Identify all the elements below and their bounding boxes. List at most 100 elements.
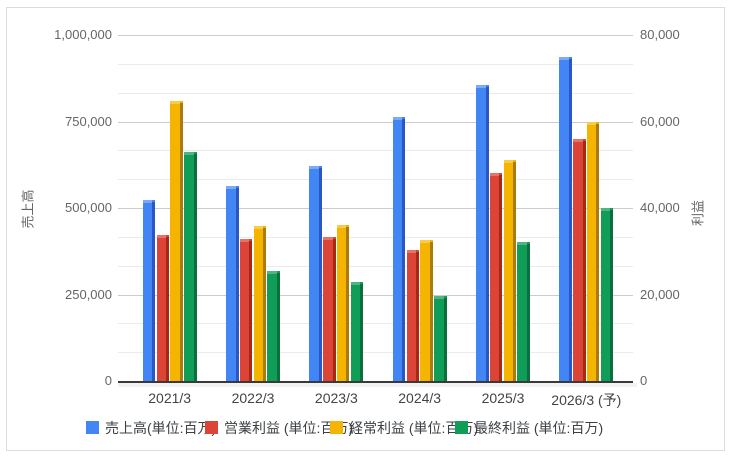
bar-top-highlight (253, 225, 264, 229)
bar-s3-g0[interactable] (184, 152, 197, 381)
bar-side-shade (193, 154, 197, 381)
bar-s2-g3[interactable] (420, 239, 433, 381)
left-axis-title: 売上高 (20, 189, 36, 229)
bar-s0-g2[interactable] (309, 165, 322, 381)
bar-s0-g5[interactable] (559, 57, 572, 381)
bar-side-shade (513, 162, 517, 381)
gridline-minor (118, 323, 633, 325)
bar-side-shade (235, 187, 239, 381)
x-axis-baseline (118, 380, 633, 383)
bar-s2-g0[interactable] (170, 100, 183, 381)
bar-top-highlight (226, 185, 236, 189)
bar-top-highlight (392, 117, 403, 121)
bar-top-highlight (586, 121, 597, 125)
bar-top-highlight (420, 239, 430, 243)
bar-s3-g3[interactable] (434, 296, 447, 381)
bar-side-shade (596, 123, 600, 381)
bar-side-shade (318, 167, 322, 381)
bar-top-highlight (600, 208, 611, 212)
right-axis-title: 利益 (690, 199, 706, 227)
bar-side-shade (582, 140, 586, 381)
bar-side-shade (610, 210, 614, 381)
bar-top-highlight (323, 237, 333, 241)
right-axis-tick-label: 40,000 (640, 200, 680, 215)
bar-side-shade (443, 298, 447, 381)
legend-label: 営業利益 (単位:百万) (224, 420, 354, 436)
legend-swatch-icon (86, 421, 99, 434)
bar-s1-g4[interactable] (489, 172, 503, 381)
bar-s3-g5[interactable] (600, 208, 614, 381)
bar-top-highlight (559, 57, 569, 61)
bar-top-highlight (142, 200, 153, 204)
bar-s1-g3[interactable] (406, 249, 420, 381)
bar-s1-g0[interactable] (156, 235, 170, 381)
bar-side-shade (402, 119, 406, 381)
x-axis-label-6: 2026/3 (予) (551, 392, 622, 408)
bar-s2-g5[interactable] (586, 121, 600, 381)
bar-s1-g1[interactable] (239, 238, 253, 381)
bar-s2-g2[interactable] (336, 225, 350, 381)
gridline-minor (118, 352, 633, 354)
bar-side-shade (346, 227, 350, 381)
bar-top-highlight (476, 85, 486, 89)
legend-label: 最終利益 (単位:百万) (474, 420, 604, 436)
bar-s0-g1[interactable] (226, 185, 239, 381)
bar-top-highlight (517, 242, 527, 246)
bar-s0-g3[interactable] (392, 117, 406, 381)
bar-side-shade (526, 244, 530, 381)
gridline-major (118, 208, 633, 209)
gridline-minor (118, 150, 633, 152)
bar-top-highlight (503, 160, 514, 164)
bar-side-shade (360, 283, 364, 381)
bar-side-shade (568, 59, 572, 381)
x-axis-shadow-band (118, 382, 637, 387)
bar-s0-g4[interactable] (476, 85, 489, 381)
left-axis-tick-label: 500,000 (65, 200, 112, 215)
x-axis-label-2: 2022/3 (231, 390, 275, 406)
bar-s2-g1[interactable] (253, 225, 267, 381)
bar-top-highlight (350, 281, 361, 285)
bar-side-shade (416, 251, 420, 381)
gridline-minor (118, 63, 633, 65)
legend-swatch-icon (455, 421, 468, 434)
bar-s2-g4[interactable] (503, 160, 517, 381)
legend-swatch-icon (205, 421, 218, 434)
gridline-minor (118, 236, 633, 238)
right-axis-tick-label: 80,000 (640, 27, 680, 42)
bar-s1-g2[interactable] (323, 237, 336, 381)
bar-top-highlight (184, 152, 194, 156)
bar-s1-g5[interactable] (573, 138, 586, 381)
left-axis-tick-label: 750,000 (65, 113, 112, 129)
bar-side-shade (152, 202, 156, 381)
bar-top-highlight (434, 296, 444, 300)
right-axis-tick-label: 20,000 (640, 286, 680, 302)
chart-frame-border (6, 7, 725, 451)
bar-top-highlight (406, 249, 417, 253)
bar-side-shade (276, 272, 280, 381)
bar-top-highlight (239, 238, 250, 242)
gridline-minor (118, 179, 633, 181)
right-axis-tick-label: 60,000 (640, 113, 680, 129)
bar-top-highlight (309, 165, 319, 169)
left-axis-tick-label: 250,000 (65, 286, 112, 302)
bar-side-shade (332, 239, 336, 381)
gridline-major (118, 35, 633, 36)
bar-s3-g1[interactable] (267, 270, 280, 381)
gridline-minor (118, 265, 633, 267)
gridline-major (118, 294, 633, 296)
x-axis-label-5: 2025/3 (481, 390, 525, 406)
gridline-major (118, 121, 633, 123)
bar-s0-g0[interactable] (142, 200, 156, 381)
legend-label: 経常利益 (単位:百万) (349, 420, 479, 436)
bar-s3-g4[interactable] (517, 242, 530, 381)
bar-side-shade (263, 227, 267, 381)
left-axis-tick-label: 1,000,000 (54, 27, 112, 42)
bar-top-highlight (170, 100, 180, 104)
legend-swatch-icon (330, 421, 343, 434)
bar-side-shade (499, 174, 503, 381)
left-axis-tick-label: 0 (104, 373, 112, 388)
bar-s3-g2[interactable] (350, 281, 364, 381)
bar-top-highlight (336, 225, 347, 229)
right-axis-tick-label: 0 (640, 373, 648, 388)
